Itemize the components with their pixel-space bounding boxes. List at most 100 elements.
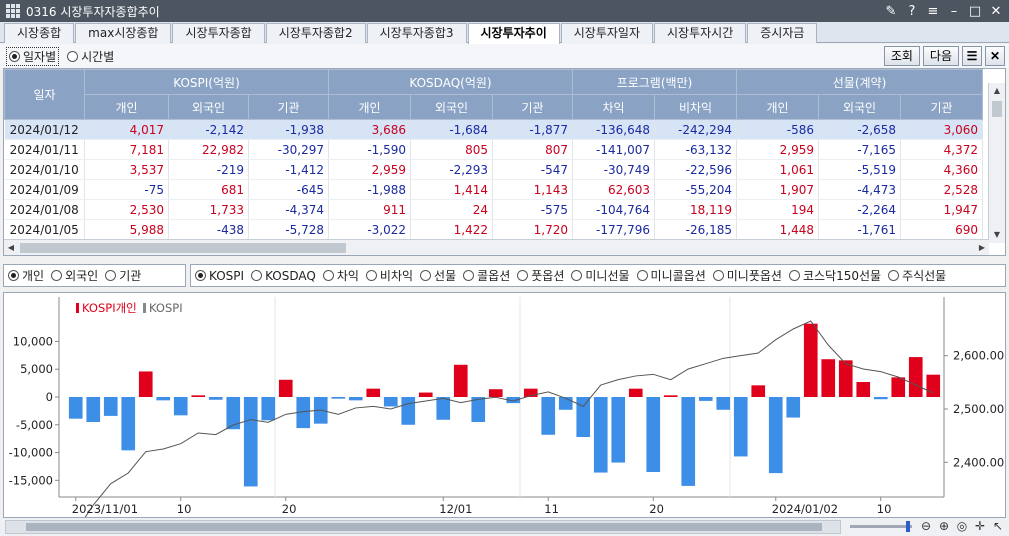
tab-3[interactable]: 시장투자종합2 bbox=[265, 23, 366, 43]
bar-25 bbox=[506, 397, 521, 404]
cell-value: -1,877 bbox=[492, 119, 573, 140]
y-left-tick-label: 10,000 bbox=[13, 334, 53, 348]
tab-1[interactable]: max시장종합 bbox=[75, 23, 172, 43]
zoom-slider-knob[interactable] bbox=[906, 521, 910, 532]
market-radio-0[interactable]: KOSPI bbox=[195, 269, 244, 283]
bar-7 bbox=[191, 395, 206, 397]
pin-icon[interactable]: ✎ bbox=[885, 3, 897, 19]
query-button[interactable]: 조회 bbox=[883, 46, 920, 66]
table-row[interactable]: 2024/01/09 -75 681 -645 -1,988 1,414 1,143 62,6… bbox=[4, 179, 983, 200]
cell-value: 681 bbox=[168, 179, 249, 200]
scroll-left-icon[interactable]: ◀ bbox=[7, 243, 15, 252]
cell-value: -219 bbox=[168, 159, 249, 180]
zoom-reset-icon[interactable]: ◎ bbox=[956, 519, 968, 533]
table-row[interactable]: 2024/01/12 4,017 -2,142 -1,938 3,686 -1,684 -1… bbox=[4, 119, 983, 140]
market-radio-label: 풋옵션 bbox=[531, 269, 565, 283]
table-row[interactable]: 2024/01/10 3,537 -219 -1,412 2,959 -2,293 -547… bbox=[4, 159, 983, 180]
next-button[interactable]: 다음 bbox=[922, 46, 959, 66]
tab-5[interactable]: 시장투자추이 bbox=[467, 23, 560, 44]
close-icon[interactable]: ✕ bbox=[990, 3, 1002, 19]
market-radio-4[interactable]: 선물 bbox=[420, 267, 456, 284]
market-radio-11[interactable]: 주식선물 bbox=[888, 267, 946, 284]
subheader-3: 개인 bbox=[328, 94, 411, 120]
cell-value: 1,947 bbox=[900, 199, 983, 220]
minimize-icon[interactable]: – bbox=[950, 3, 958, 19]
investor-radio-1[interactable]: 외국인 bbox=[51, 267, 98, 284]
help-icon[interactable]: ? bbox=[908, 3, 916, 19]
header-group-futures: 선물(계약) bbox=[736, 69, 983, 95]
tab-2[interactable]: 시장투자종합 bbox=[172, 23, 265, 43]
zoom-in-icon[interactable]: ⊕ bbox=[938, 519, 950, 533]
cell-value: -7,165 bbox=[818, 139, 901, 160]
cell-value: 3,537 bbox=[84, 159, 169, 180]
market-radio-5[interactable]: 콜옵션 bbox=[463, 267, 510, 284]
table-row[interactable]: 2024/01/08 2,530 1,733 -4,374 911 24 -575 -104,… bbox=[4, 199, 983, 220]
header-group-kosdaq: KOSDAQ(억원) bbox=[328, 69, 573, 95]
chart-scroll-thumb[interactable] bbox=[26, 523, 822, 531]
scroll-up-icon[interactable]: ▲ bbox=[993, 86, 1001, 95]
investor-data-grid[interactable]: 일자 KOSPI(억원) KOSDAQ(억원) 프로그램(백만) 선물(계약) … bbox=[3, 68, 1006, 256]
bar-10 bbox=[243, 397, 258, 487]
scroll-right-icon[interactable]: ▶ bbox=[978, 243, 986, 252]
bar-9 bbox=[226, 397, 241, 430]
cell-value: 2,959 bbox=[736, 139, 819, 160]
bar-37 bbox=[716, 397, 731, 410]
bar-43 bbox=[821, 359, 836, 397]
chart-scrollbar[interactable] bbox=[5, 520, 841, 534]
market-radio-3[interactable]: 비차익 bbox=[365, 267, 413, 284]
cell-value: 1,061 bbox=[736, 159, 819, 180]
radio-dot bbox=[463, 270, 475, 281]
radio-hourly[interactable]: 시간별 bbox=[67, 48, 114, 65]
bar-48 bbox=[908, 357, 923, 397]
bar-47 bbox=[891, 377, 906, 397]
grid-vertical-scrollbar[interactable]: ▲ ▼ bbox=[988, 83, 1005, 243]
zoom-out-icon[interactable]: ⊖ bbox=[920, 519, 932, 533]
radio-dot bbox=[636, 270, 648, 281]
tab-8[interactable]: 증시자금 bbox=[747, 23, 818, 43]
zoom-slider[interactable] bbox=[850, 521, 912, 532]
bar-32 bbox=[628, 388, 643, 397]
bar-3 bbox=[121, 397, 136, 451]
scroll-thumb[interactable] bbox=[992, 101, 1002, 117]
market-radio-8[interactable]: 미니콜옵션 bbox=[636, 267, 706, 284]
expand-icon[interactable]: ✕ bbox=[985, 46, 1005, 66]
pointer-icon[interactable]: ↖ bbox=[992, 519, 1004, 533]
market-radio-label: 차익 bbox=[336, 269, 359, 283]
tab-7[interactable]: 시장투자시간 bbox=[654, 23, 747, 43]
investor-radio-2[interactable]: 기관 bbox=[105, 267, 141, 284]
grid-horizontal-scrollbar[interactable]: ◀ ▶ bbox=[4, 239, 989, 255]
menu-icon[interactable]: ≡ bbox=[927, 3, 939, 19]
cell-value: 805 bbox=[410, 139, 493, 160]
tab-6[interactable]: 시장투자일자 bbox=[560, 23, 654, 43]
cell-value: -547 bbox=[492, 159, 573, 180]
scroll-down-icon[interactable]: ▼ bbox=[993, 230, 1001, 239]
market-radio-label: 콜옵션 bbox=[477, 269, 511, 283]
investor-radio-0[interactable]: 개인 bbox=[8, 267, 44, 284]
tab-4[interactable]: 시장투자종합3 bbox=[366, 23, 467, 43]
market-radio-10[interactable]: 코스닥150선물 bbox=[788, 267, 881, 284]
cell-value: 24 bbox=[410, 199, 493, 220]
list-icon[interactable]: ☰ bbox=[962, 46, 982, 66]
table-row[interactable]: 2024/01/05 5,988 -438 -5,728 -3,022 1,422 1,72… bbox=[4, 219, 983, 240]
radio-daily[interactable]: 일자별 bbox=[6, 46, 60, 66]
h-scroll-thumb[interactable] bbox=[20, 243, 346, 253]
subheader-10: 기관 bbox=[900, 94, 983, 120]
crosshair-icon[interactable]: ✛ bbox=[974, 519, 986, 533]
radio-dot bbox=[105, 270, 117, 281]
cell-value: -2,264 bbox=[818, 199, 901, 220]
tab-0[interactable]: 시장종합 bbox=[4, 23, 75, 43]
cell-value: -1,761 bbox=[818, 219, 901, 240]
bar-31 bbox=[611, 397, 626, 463]
maximize-icon[interactable]: □ bbox=[968, 3, 982, 19]
bar-28 bbox=[558, 397, 573, 410]
investor-trend-chart[interactable]: 10,000 5,000 0 -5,000 -10,000 -15,000 2,600.00… bbox=[3, 292, 1006, 532]
market-radio-7[interactable]: 미니선물 bbox=[571, 267, 630, 284]
window-title: 0316 시장투자자종합추이 bbox=[26, 4, 160, 19]
market-radio-9[interactable]: 미니풋옵션 bbox=[712, 267, 782, 284]
table-row[interactable]: 2024/01/11 7,181 22,982 -30,297 -1,590 805 807… bbox=[4, 139, 983, 160]
cell-value: 194 bbox=[736, 199, 819, 220]
bar-42 bbox=[803, 323, 818, 397]
market-radio-2[interactable]: 차익 bbox=[322, 267, 359, 284]
market-radio-6[interactable]: 풋옵션 bbox=[517, 267, 564, 284]
market-radio-1[interactable]: KOSDAQ bbox=[251, 269, 316, 283]
